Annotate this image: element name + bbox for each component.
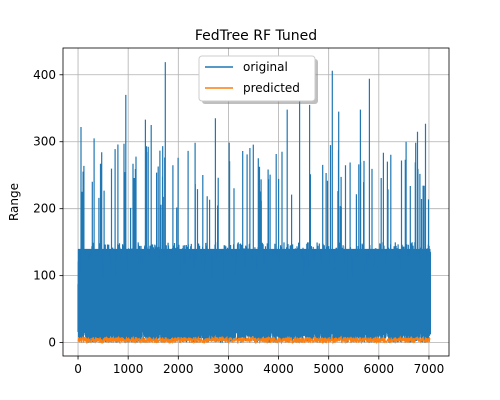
x-axis: 0 1000 2000 3000 4000 5000 6000 7000 (74, 356, 444, 376)
x-tick-label: 6000 (364, 362, 395, 376)
series-original (77, 62, 431, 343)
y-tick-label: 300 (33, 135, 56, 149)
legend-label-original: original (243, 60, 288, 74)
y-tick-label: 100 (33, 269, 56, 283)
legend-label-predicted: predicted (243, 81, 300, 95)
plot-frame (62, 47, 450, 357)
y-tick-label: 0 (48, 336, 56, 350)
x-tick-label: 7000 (414, 362, 445, 376)
x-tick-label: 2000 (163, 362, 194, 376)
x-tick-label: 3000 (213, 362, 244, 376)
series-predicted-line (77, 335, 431, 345)
series-original-line (77, 62, 431, 343)
y-tick-label: 400 (33, 68, 56, 82)
x-tick-label: 5000 (313, 362, 344, 376)
legend: original predicted (198, 55, 318, 104)
x-tick-label: 4000 (263, 362, 294, 376)
y-axis-label: Range (7, 183, 21, 221)
y-axis: 0 100 200 300 400 (33, 68, 63, 350)
x-tick-label: 0 (74, 362, 82, 376)
x-tick-label: 1000 (113, 362, 144, 376)
y-tick-label: 200 (33, 202, 56, 216)
chart-title: FedTree RF Tuned (195, 28, 317, 44)
series-predicted (77, 335, 431, 345)
